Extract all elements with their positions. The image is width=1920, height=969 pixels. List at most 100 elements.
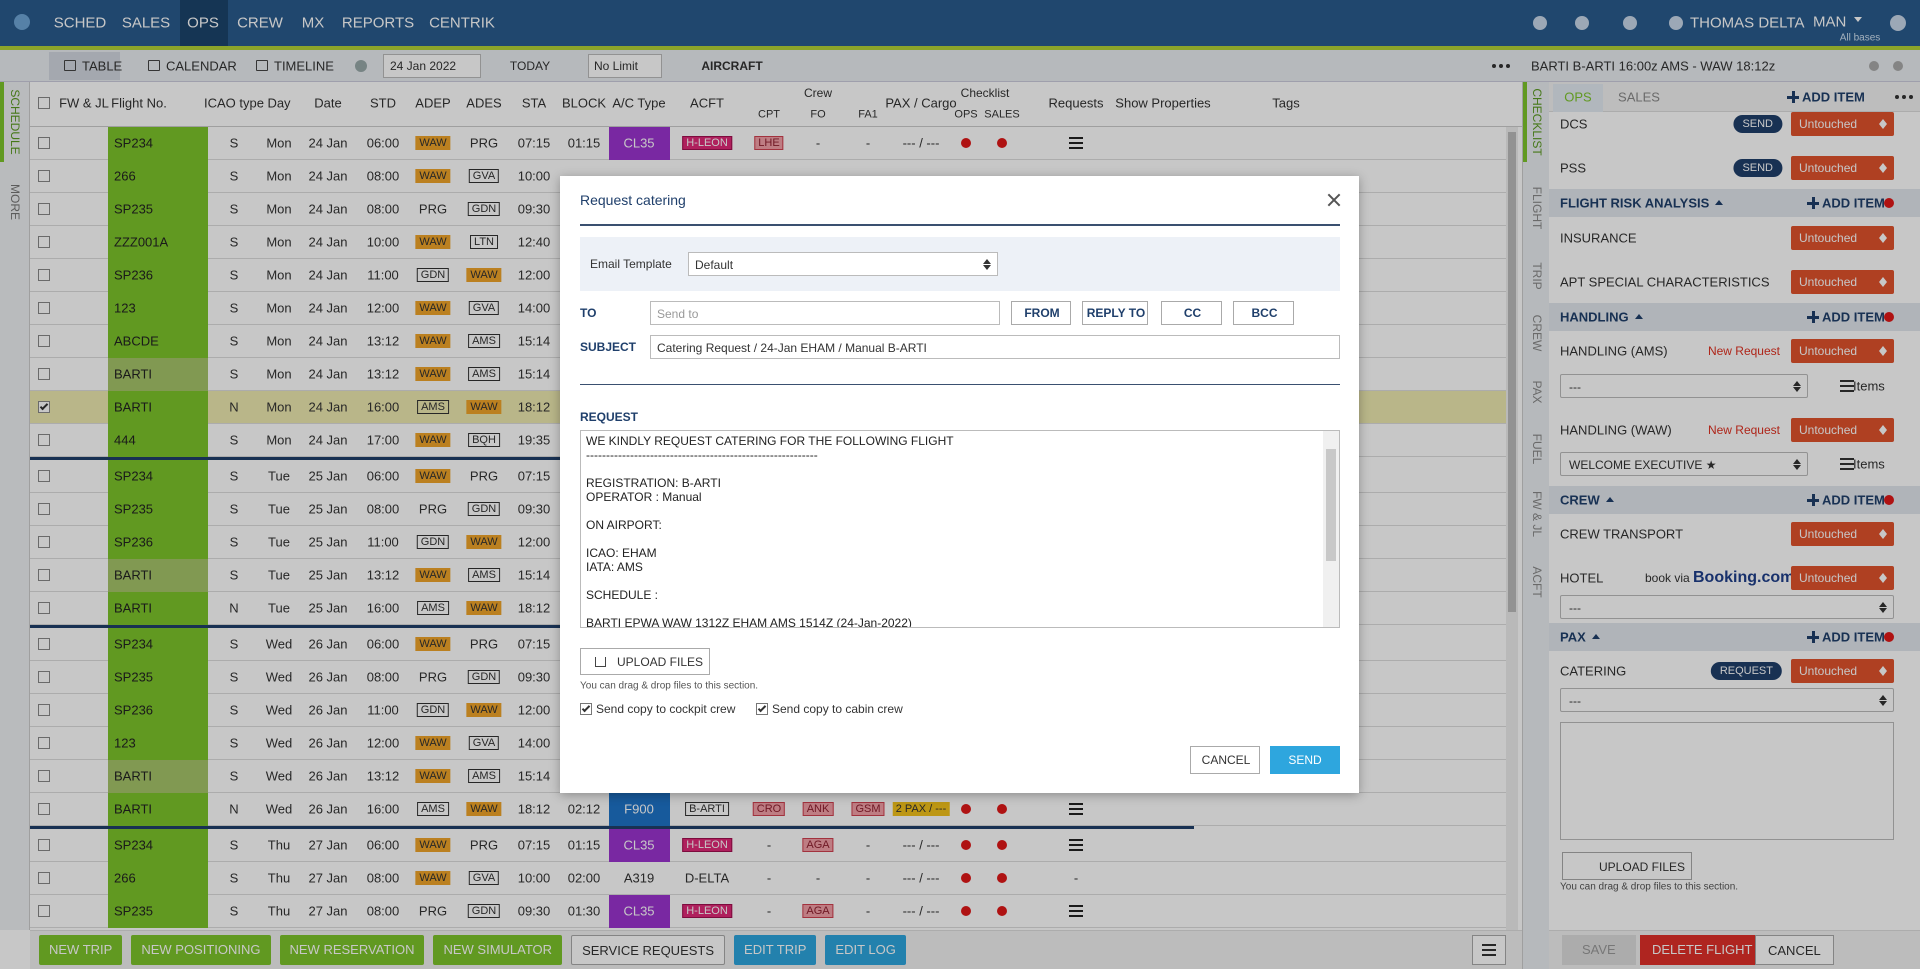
- action-button[interactable]: NEW TRIP: [39, 935, 123, 965]
- flight-no[interactable]: BARTI: [114, 366, 153, 382]
- row-checkbox[interactable]: [38, 536, 50, 548]
- panel-tab[interactable]: OPS: [1564, 89, 1592, 105]
- action-button[interactable]: NEW SIMULATOR: [433, 935, 563, 965]
- row-checkbox[interactable]: [38, 203, 50, 215]
- badge[interactable]: REQUEST: [1710, 662, 1782, 680]
- flight-no[interactable]: SP234: [114, 135, 154, 151]
- panel-button[interactable]: DELETE FLIGHT: [1640, 935, 1765, 965]
- flight-no[interactable]: ZZZ001A: [114, 234, 169, 250]
- row-checkbox[interactable]: [38, 737, 50, 749]
- row-checkbox[interactable]: [38, 770, 50, 782]
- flight-no[interactable]: BARTI: [114, 801, 153, 817]
- nav-item[interactable]: OPS: [187, 14, 219, 32]
- row-checkbox[interactable]: [38, 335, 50, 347]
- flight-no[interactable]: 266: [114, 870, 136, 886]
- nav-item[interactable]: CENTRIK: [429, 14, 495, 32]
- flight-no[interactable]: SP236: [114, 267, 154, 283]
- flight-no[interactable]: SP235: [114, 669, 154, 685]
- flight-no[interactable]: SP236: [114, 534, 154, 550]
- recipient-button[interactable]: CC: [1161, 301, 1222, 325]
- status-select[interactable]: Untouched: [1791, 226, 1894, 250]
- add-item[interactable]: ADD ITEM: [1822, 629, 1885, 645]
- panel-button[interactable]: SAVE: [1562, 935, 1636, 965]
- status-select[interactable]: Untouched: [1791, 270, 1894, 294]
- nav-item[interactable]: SALES: [121, 14, 171, 32]
- status-select[interactable]: Untouched: [1791, 522, 1894, 546]
- flight-no[interactable]: SP236: [114, 702, 154, 718]
- upload-button[interactable]: UPLOAD FILES: [1562, 852, 1692, 880]
- add-item[interactable]: ADD ITEM: [1822, 492, 1885, 508]
- add-item[interactable]: ADD ITEM: [1802, 89, 1865, 105]
- flight-no[interactable]: 123: [114, 735, 136, 751]
- row-checkbox[interactable]: [38, 434, 50, 446]
- panel-button[interactable]: CANCEL: [1755, 935, 1834, 965]
- action-button[interactable]: NEW RESERVATION: [279, 935, 425, 965]
- row-checkbox[interactable]: [38, 704, 50, 716]
- row-checkbox[interactable]: [38, 803, 50, 815]
- flight-no[interactable]: 123: [114, 300, 136, 316]
- to-input[interactable]: Send to: [650, 301, 1000, 325]
- user-name[interactable]: THOMAS DELTA: [1690, 14, 1805, 32]
- action-button[interactable]: SERVICE REQUESTS: [571, 935, 726, 965]
- flight-no[interactable]: 266: [114, 168, 136, 184]
- flight-no[interactable]: SP234: [114, 837, 154, 853]
- row-checkbox[interactable]: [38, 905, 50, 917]
- items-link[interactable]: Items: [1853, 456, 1885, 472]
- copy-checkbox[interactable]: [580, 703, 592, 715]
- row-checkbox[interactable]: [38, 269, 50, 281]
- nav-item[interactable]: REPORTS: [341, 14, 415, 32]
- view-tab[interactable]: TIMELINE: [274, 58, 334, 74]
- upload-button[interactable]: UPLOAD FILES: [580, 648, 710, 675]
- flight-no[interactable]: SP234: [114, 468, 154, 484]
- select[interactable]: ---: [1560, 688, 1894, 712]
- row-checkbox[interactable]: [38, 368, 50, 380]
- flight-no[interactable]: ABCDE: [114, 333, 159, 349]
- recipient-button[interactable]: BCC: [1233, 301, 1294, 325]
- nav-item[interactable]: CREW: [237, 14, 283, 32]
- flight-no[interactable]: BARTI: [114, 567, 153, 583]
- select[interactable]: ---: [1560, 374, 1808, 398]
- close-button[interactable]: [1326, 192, 1342, 208]
- status-select[interactable]: Untouched: [1791, 566, 1894, 590]
- status-select[interactable]: Untouched: [1791, 418, 1894, 442]
- action-button[interactable]: NEW POSITIONING: [131, 935, 271, 965]
- add-item[interactable]: ADD ITEM: [1822, 309, 1885, 325]
- flight-no[interactable]: BARTI: [114, 600, 153, 616]
- row-checkbox[interactable]: [38, 401, 50, 413]
- status-select[interactable]: Untouched: [1791, 659, 1894, 683]
- today[interactable]: TODAY: [509, 59, 551, 73]
- recipient-button[interactable]: REPLY TO: [1082, 301, 1148, 325]
- template-select[interactable]: Default: [688, 252, 998, 276]
- flight-no[interactable]: BARTI: [114, 768, 153, 784]
- row-checkbox[interactable]: [38, 503, 50, 515]
- flight-no[interactable]: SP235: [114, 201, 154, 217]
- subject-input[interactable]: Catering Request / 24-Jan EHAM / Manual …: [650, 335, 1340, 359]
- nav-item[interactable]: MX: [301, 14, 325, 32]
- select[interactable]: ---: [1560, 595, 1894, 619]
- row-checkbox[interactable]: [38, 170, 50, 182]
- base[interactable]: MAN: [1813, 13, 1847, 31]
- row-checkbox[interactable]: [38, 302, 50, 314]
- recipient-button[interactable]: FROM: [1011, 301, 1071, 325]
- view-tab[interactable]: TABLE: [82, 58, 123, 74]
- limit[interactable]: No Limit: [594, 59, 639, 73]
- row-checkbox[interactable]: [38, 671, 50, 683]
- row-checkbox[interactable]: [38, 470, 50, 482]
- badge[interactable]: SEND: [1733, 159, 1782, 177]
- flight-no[interactable]: BARTI: [114, 399, 153, 415]
- status-select[interactable]: Untouched: [1791, 156, 1894, 180]
- flight-no[interactable]: SP235: [114, 501, 154, 517]
- cancel-button[interactable]: CANCEL: [1190, 746, 1260, 774]
- row-checkbox[interactable]: [38, 839, 50, 851]
- date[interactable]: 24 Jan 2022: [390, 59, 457, 73]
- flight-no[interactable]: 444: [114, 432, 136, 448]
- row-checkbox[interactable]: [38, 137, 50, 149]
- row-checkbox[interactable]: [38, 638, 50, 650]
- flight-no[interactable]: SP234: [114, 636, 154, 652]
- view-tab[interactable]: CALENDAR: [166, 58, 237, 74]
- panel-tab[interactable]: SALES: [1618, 89, 1660, 105]
- action-button[interactable]: EDIT LOG: [825, 935, 906, 965]
- status-select[interactable]: Untouched: [1791, 339, 1894, 363]
- items-link[interactable]: Items: [1853, 378, 1885, 394]
- status-select[interactable]: Untouched: [1791, 112, 1894, 136]
